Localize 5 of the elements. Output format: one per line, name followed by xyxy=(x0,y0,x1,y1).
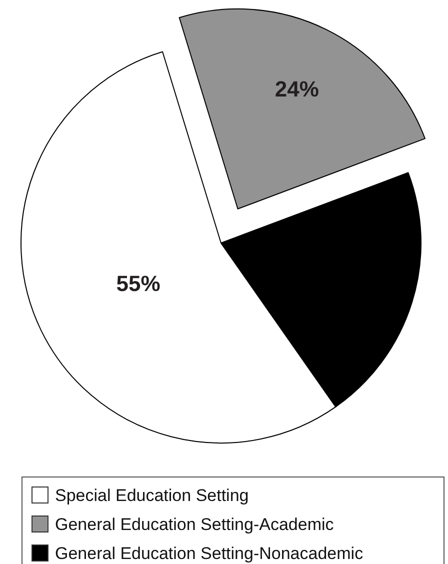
data-label: 24% xyxy=(274,76,319,102)
legend-label: General Education Setting-Nonacademic xyxy=(55,544,364,563)
slice-label: Special Education Setting xyxy=(55,486,249,505)
data-label: 55% xyxy=(116,271,160,296)
legend-label: General Education Setting-Academic xyxy=(55,514,334,534)
